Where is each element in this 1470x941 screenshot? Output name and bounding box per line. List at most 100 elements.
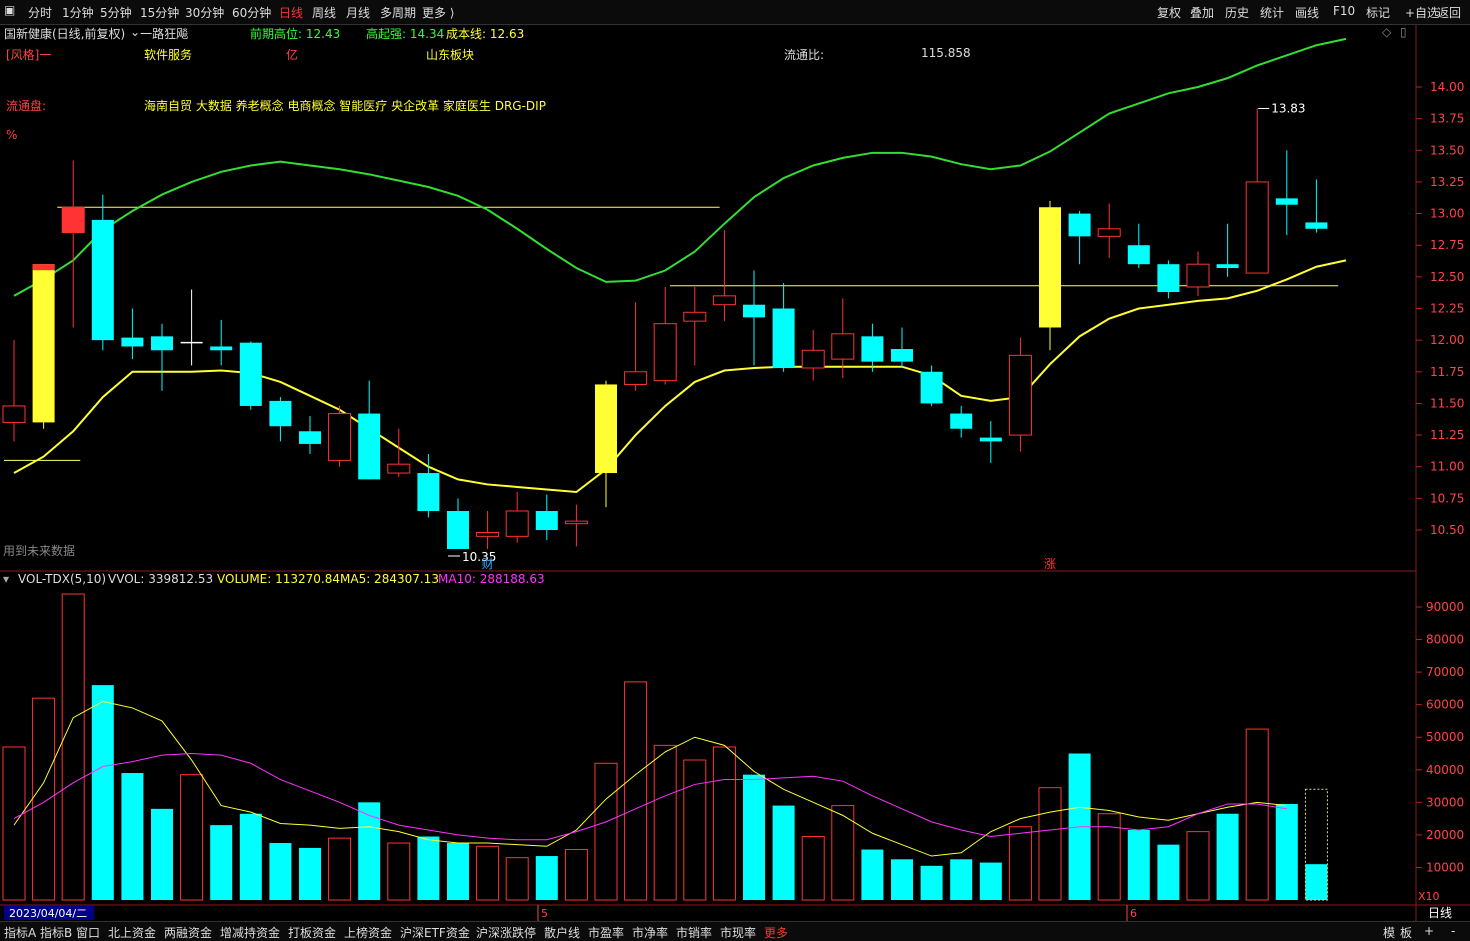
top-toolbar: 分时 1分钟 5分钟 15分钟 30分钟 60分钟 日线 周线 月线 多周期 更多 ⟩ 复权 叠加 历史统… bbox=[0, 0, 1470, 25]
period-tab-2[interactable]: 5分钟 bbox=[100, 6, 132, 20]
period-tab-5[interactable]: 60分钟 bbox=[232, 6, 272, 20]
concepts-label: 海南自贸 大数据 养老概念 电商概念 智能医疗 央企改革 家庭医生 DRG-DI… bbox=[144, 99, 546, 113]
candle-body bbox=[1186, 263, 1210, 288]
price-tick-label: 13.50 bbox=[1430, 143, 1464, 157]
ma10-label: MA10: 288188.63 bbox=[438, 572, 545, 586]
toolbar-button-3[interactable]: 统计 bbox=[1260, 6, 1285, 20]
bottom-tab-3[interactable]: 北上资金 bbox=[108, 926, 157, 940]
period-tab-1[interactable]: 1分钟 bbox=[62, 6, 94, 20]
candle-body bbox=[387, 463, 411, 474]
volume-bar bbox=[180, 774, 204, 901]
bottom-tab-1[interactable]: 指标B bbox=[40, 926, 73, 940]
unit-label: 亿 bbox=[286, 48, 299, 62]
price-tick-label: 12.50 bbox=[1430, 270, 1464, 284]
candle-body bbox=[1275, 198, 1298, 205]
bottom-tab-4[interactable]: 两融资金 bbox=[164, 926, 213, 940]
bottom-control-2[interactable]: + bbox=[1424, 924, 1435, 938]
bottom-control-3[interactable]: - bbox=[1451, 924, 1456, 938]
bottom-tab-11[interactable]: 市盈率 bbox=[588, 926, 625, 940]
volume-ma5-line bbox=[13, 700, 1287, 857]
volume-bar bbox=[1157, 844, 1180, 900]
period-label: 日线 bbox=[1428, 906, 1452, 920]
diamond-icon[interactable]: ◇ bbox=[1382, 25, 1392, 39]
bottom-tab-13[interactable]: 市销率 bbox=[676, 926, 713, 940]
ma5-label: MA5: 284307.13 bbox=[340, 572, 439, 586]
candle-body bbox=[121, 337, 144, 347]
candle-body bbox=[417, 473, 440, 512]
bottom-tab-0[interactable]: 指标A bbox=[4, 926, 37, 940]
toolbar-button-5[interactable]: F10 bbox=[1333, 4, 1356, 18]
bottom-tab-2[interactable]: 窗口 bbox=[76, 926, 101, 940]
volume-bar bbox=[891, 859, 913, 900]
price-tick-label: 10.75 bbox=[1430, 491, 1464, 505]
volume-tick-label: 10000 bbox=[1426, 860, 1464, 874]
limit-up-marker bbox=[32, 264, 55, 271]
period-tab-8[interactable]: 月线 bbox=[346, 6, 371, 20]
bottom-tab-5[interactable]: 增减持资金 bbox=[220, 926, 281, 940]
volume-bar bbox=[564, 849, 588, 901]
candle-body bbox=[210, 346, 233, 351]
toolbar-button-2[interactable]: 历史 bbox=[1225, 6, 1250, 20]
volume-bar bbox=[624, 681, 648, 901]
bottom-tab-9[interactable]: 沪深涨跌停 bbox=[476, 926, 537, 940]
bottom-tab-12[interactable]: 市净率 bbox=[632, 926, 669, 940]
panel-icon[interactable]: ▯ bbox=[1400, 25, 1407, 39]
price-tick-label: 12.75 bbox=[1430, 238, 1464, 252]
volume-tick-label: 40000 bbox=[1426, 763, 1464, 777]
toolbar-button-8[interactable]: 返回 bbox=[1437, 6, 1462, 20]
indicator-label: 一路狂飚 bbox=[140, 27, 189, 41]
menu-icon[interactable]: ▣ bbox=[4, 3, 16, 17]
volume-bar bbox=[210, 825, 233, 900]
volume-tick-label: 30000 bbox=[1426, 795, 1464, 809]
candle-body bbox=[595, 384, 617, 474]
period-tab-6[interactable]: 日线 bbox=[279, 6, 304, 20]
period-tab-3[interactable]: 15分钟 bbox=[140, 6, 180, 20]
period-tab-0[interactable]: 分时 bbox=[28, 6, 53, 20]
candle-body bbox=[239, 342, 262, 406]
volume-bar bbox=[358, 802, 381, 900]
period-tab-7[interactable]: 周线 bbox=[312, 6, 337, 20]
rise-marker: 涨 bbox=[1044, 556, 1056, 571]
toolbar-button-1[interactable]: 叠加 bbox=[1190, 6, 1215, 20]
toolbar-button-0[interactable]: 复权 bbox=[1157, 6, 1182, 20]
percent-label: % bbox=[6, 128, 18, 142]
toolbar-button-7[interactable]: +自选 bbox=[1405, 6, 1440, 20]
volume-tick-label: 60000 bbox=[1426, 698, 1464, 712]
industry-label: 软件服务 bbox=[144, 48, 193, 62]
candle-body bbox=[1039, 207, 1061, 328]
bottom-tab-6[interactable]: 打板资金 bbox=[288, 926, 337, 940]
candle-body bbox=[920, 371, 943, 404]
candle-body bbox=[653, 323, 677, 382]
indicator-name[interactable]: ⌄ 一路狂飚 bbox=[130, 25, 189, 41]
toolbar-button-4[interactable]: 画线 bbox=[1295, 6, 1320, 20]
volume-bar bbox=[594, 762, 618, 901]
bottom-tab-8[interactable]: 沪深ETF资金 bbox=[400, 926, 470, 940]
volume-bar bbox=[269, 843, 292, 900]
candle-body bbox=[358, 413, 381, 480]
volume-bar bbox=[32, 697, 56, 901]
bottom-tab-15[interactable]: 更多 bbox=[764, 926, 789, 940]
period-tab-10[interactable]: 更多 ⟩ bbox=[422, 6, 455, 20]
vvol-label: VVOL: 339812.53 bbox=[108, 572, 214, 586]
volume-bar bbox=[151, 808, 173, 900]
bottom-control-1[interactable]: 板 bbox=[1400, 926, 1413, 940]
period-tab-9[interactable]: 多周期 bbox=[380, 6, 417, 20]
bottom-tab-14[interactable]: 市现率 bbox=[720, 926, 757, 940]
volume-collapse-icon[interactable]: ▾ bbox=[3, 572, 10, 586]
candle-body bbox=[801, 349, 825, 369]
period-tab-4[interactable]: 30分钟 bbox=[185, 6, 225, 20]
toolbar-button-6[interactable]: 标记 bbox=[1366, 6, 1391, 20]
bottom-tab-10[interactable]: 散户线 bbox=[544, 926, 581, 940]
price-tick-label: 11.00 bbox=[1430, 460, 1464, 474]
bottom-control-0[interactable]: 模 bbox=[1383, 926, 1396, 940]
volume-bar bbox=[1127, 830, 1150, 900]
ma-green-line bbox=[13, 37, 1347, 297]
float-ratio-value: 115.858 bbox=[921, 46, 971, 60]
candle-body bbox=[299, 431, 321, 444]
candle-body bbox=[505, 510, 529, 537]
volume-bar bbox=[505, 857, 529, 901]
candle-body bbox=[1157, 264, 1180, 293]
float-ratio-label: 流通比: bbox=[784, 48, 825, 62]
bottom-tab-7[interactable]: 上榜资金 bbox=[344, 926, 393, 940]
